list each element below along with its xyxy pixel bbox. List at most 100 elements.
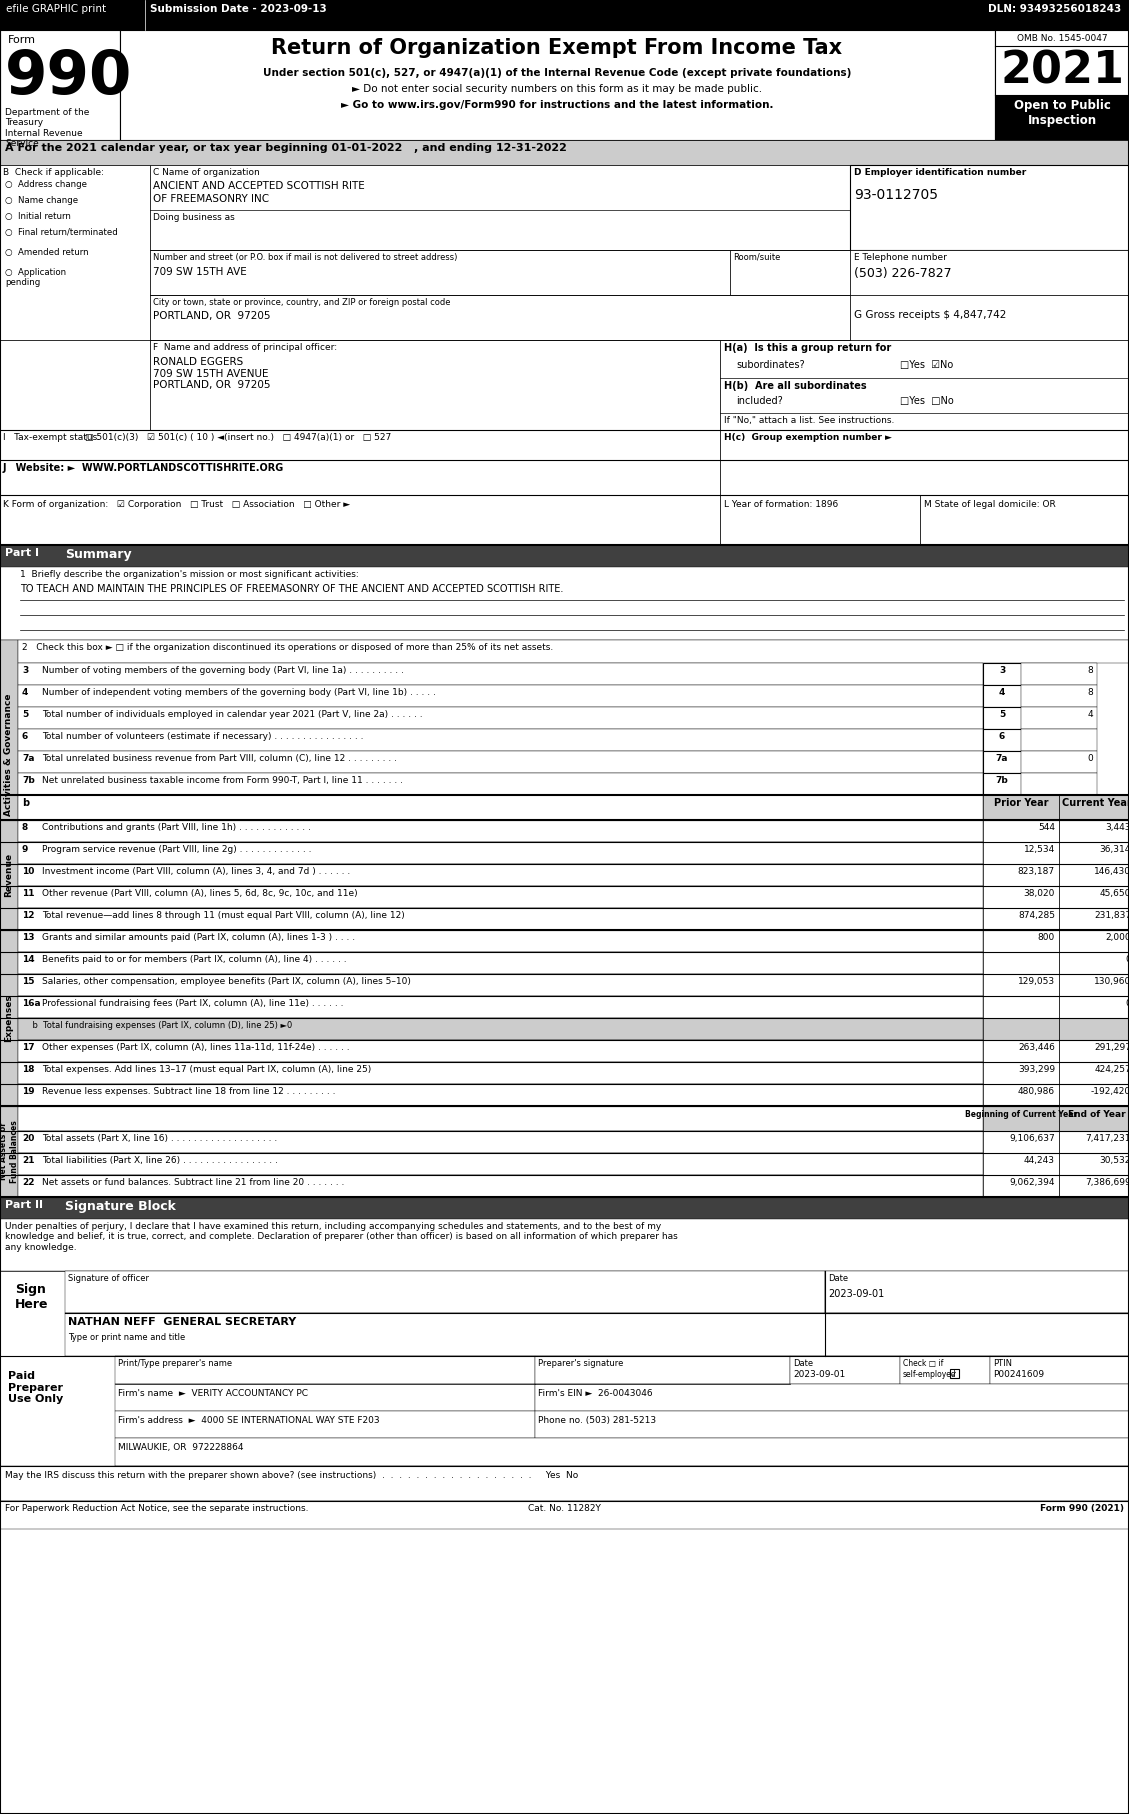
Bar [115, 1411, 535, 1439]
Text: Open to Public
Inspection: Open to Public Inspection [1014, 100, 1111, 127]
Bar [18, 1154, 983, 1175]
Text: subordinates?: subordinates? [736, 359, 805, 370]
Bar [1021, 773, 1097, 795]
Text: Total expenses. Add lines 13–17 (must equal Part IX, column (A), line 25): Total expenses. Add lines 13–17 (must eq… [42, 1065, 371, 1074]
Bar [0, 931, 18, 1107]
Bar [1059, 842, 1129, 863]
Text: 0: 0 [1126, 1000, 1129, 1009]
Bar [18, 773, 983, 795]
Bar [1021, 729, 1097, 751]
Text: 17: 17 [21, 1043, 35, 1052]
Text: Revenue less expenses. Subtract line 18 from line 12 . . . . . . . . .: Revenue less expenses. Subtract line 18 … [42, 1087, 335, 1096]
Text: 2,000: 2,000 [1105, 932, 1129, 941]
Text: I   Tax-exempt status:: I Tax-exempt status: [3, 434, 100, 443]
Text: For Paperwork Reduction Act Notice, see the separate instructions.: For Paperwork Reduction Act Notice, see … [5, 1504, 308, 1513]
Text: PORTLAND, OR  97205: PORTLAND, OR 97205 [154, 310, 271, 321]
Text: 18: 18 [21, 1065, 35, 1074]
Text: Current Year: Current Year [1062, 798, 1129, 807]
Text: 22: 22 [21, 1177, 35, 1186]
Text: OMB No. 1545-0047: OMB No. 1545-0047 [1017, 34, 1108, 44]
Text: NATHAN NEFF  GENERAL SECRETARY: NATHAN NEFF GENERAL SECRETARY [68, 1317, 296, 1328]
Text: 291,297: 291,297 [1094, 1043, 1129, 1052]
Bar [983, 1107, 1059, 1130]
Text: PTIN: PTIN [994, 1359, 1012, 1368]
Text: 8: 8 [21, 824, 28, 833]
Bar [983, 729, 1021, 751]
Bar [983, 1130, 1059, 1154]
Text: DLN: 93493256018243: DLN: 93493256018243 [988, 4, 1121, 15]
Text: 9,062,394: 9,062,394 [1009, 1177, 1054, 1186]
Text: C Name of organization: C Name of organization [154, 169, 260, 178]
Bar [850, 250, 1129, 296]
Bar [983, 952, 1059, 974]
Text: Other revenue (Part VIII, column (A), lines 5, 6d, 8c, 9c, 10c, and 11e): Other revenue (Part VIII, column (A), li… [42, 889, 358, 898]
Text: 7b: 7b [996, 776, 1008, 785]
Bar [18, 1061, 983, 1085]
Text: 7a: 7a [996, 755, 1008, 764]
Text: 0: 0 [1126, 954, 1129, 963]
Bar [1059, 1018, 1129, 1039]
Bar [1059, 1107, 1129, 1130]
Text: Form: Form [8, 34, 36, 45]
Text: 7,417,231: 7,417,231 [1085, 1134, 1129, 1143]
Text: Submission Date - 2023-09-13: Submission Date - 2023-09-13 [150, 4, 326, 15]
Text: 19: 19 [21, 1087, 35, 1096]
Bar [150, 296, 850, 339]
Text: Net unrelated business taxable income from Form 990-T, Part I, line 11 . . . . .: Net unrelated business taxable income fr… [42, 776, 403, 785]
Text: b: b [21, 798, 29, 807]
Bar [1059, 1175, 1129, 1197]
Text: ✓: ✓ [951, 1370, 957, 1379]
Text: 129,053: 129,053 [1018, 978, 1054, 987]
Text: Under penalties of perjury, I declare that I have examined this return, includin: Under penalties of perjury, I declare th… [5, 1223, 677, 1252]
Bar [0, 820, 18, 931]
Text: Preparer's signature: Preparer's signature [539, 1359, 623, 1368]
Text: H(b)  Are all subordinates: H(b) Are all subordinates [724, 381, 867, 392]
Text: 4: 4 [1087, 709, 1093, 718]
Text: self-employed: self-employed [903, 1370, 956, 1379]
Bar [983, 1154, 1059, 1175]
Text: OF FREEMASONRY INC: OF FREEMASONRY INC [154, 194, 269, 203]
Text: 93-0112705: 93-0112705 [854, 189, 938, 201]
Bar [1059, 820, 1129, 842]
Bar [790, 1357, 900, 1384]
Bar [18, 662, 983, 686]
Bar [983, 1085, 1059, 1107]
Bar [0, 31, 1129, 140]
Text: A For the 2021 calendar year, or tax year beginning 01-01-2022   , and ending 12: A For the 2021 calendar year, or tax yea… [5, 143, 567, 152]
Bar [18, 751, 983, 773]
Bar [983, 1039, 1059, 1061]
Text: May the IRS discuss this return with the preparer shown above? (see instructions: May the IRS discuss this return with the… [5, 1471, 578, 1480]
Bar [0, 1219, 1129, 1272]
Bar [18, 909, 983, 931]
Text: 8: 8 [1087, 688, 1093, 697]
Text: H(a)  Is this a group return for: H(a) Is this a group return for [724, 343, 891, 354]
Bar [983, 1018, 1059, 1039]
Bar [0, 339, 150, 430]
Bar [1059, 1130, 1129, 1154]
Text: ○  Final return/terminated: ○ Final return/terminated [5, 229, 117, 238]
Text: RONALD EGGERS
709 SW 15TH AVENUE
PORTLAND, OR  97205: RONALD EGGERS 709 SW 15TH AVENUE PORTLAN… [154, 357, 271, 390]
Text: Under section 501(c), 527, or 4947(a)(1) of the Internal Revenue Code (except pr: Under section 501(c), 527, or 4947(a)(1)… [263, 67, 851, 78]
Bar [1059, 1061, 1129, 1085]
Text: Benefits paid to or for members (Part IX, column (A), line 4) . . . . . .: Benefits paid to or for members (Part IX… [42, 954, 347, 963]
Bar [1059, 996, 1129, 1018]
Bar [18, 842, 983, 863]
Text: Paid
Preparer
Use Only: Paid Preparer Use Only [8, 1371, 63, 1404]
Text: 130,960: 130,960 [1094, 978, 1129, 987]
Text: 36,314: 36,314 [1100, 845, 1129, 854]
Bar [0, 430, 720, 461]
Text: 800: 800 [1038, 932, 1054, 941]
Bar [0, 1107, 18, 1197]
Bar [0, 568, 1129, 640]
Text: Check □ if: Check □ if [903, 1359, 944, 1368]
Text: 4: 4 [21, 688, 28, 697]
Bar [18, 686, 983, 707]
Text: Net Assets or
Fund Balances: Net Assets or Fund Balances [0, 1119, 19, 1183]
Text: ANCIENT AND ACCEPTED SCOTTISH RITE: ANCIENT AND ACCEPTED SCOTTISH RITE [154, 181, 365, 190]
Text: L Year of formation: 1896: L Year of formation: 1896 [724, 501, 838, 510]
Text: Net assets or fund balances. Subtract line 21 from line 20 . . . . . . .: Net assets or fund balances. Subtract li… [42, 1177, 344, 1186]
Bar [18, 885, 983, 909]
Bar [0, 165, 150, 339]
Text: Prior Year: Prior Year [994, 798, 1048, 807]
Bar [995, 31, 1129, 140]
